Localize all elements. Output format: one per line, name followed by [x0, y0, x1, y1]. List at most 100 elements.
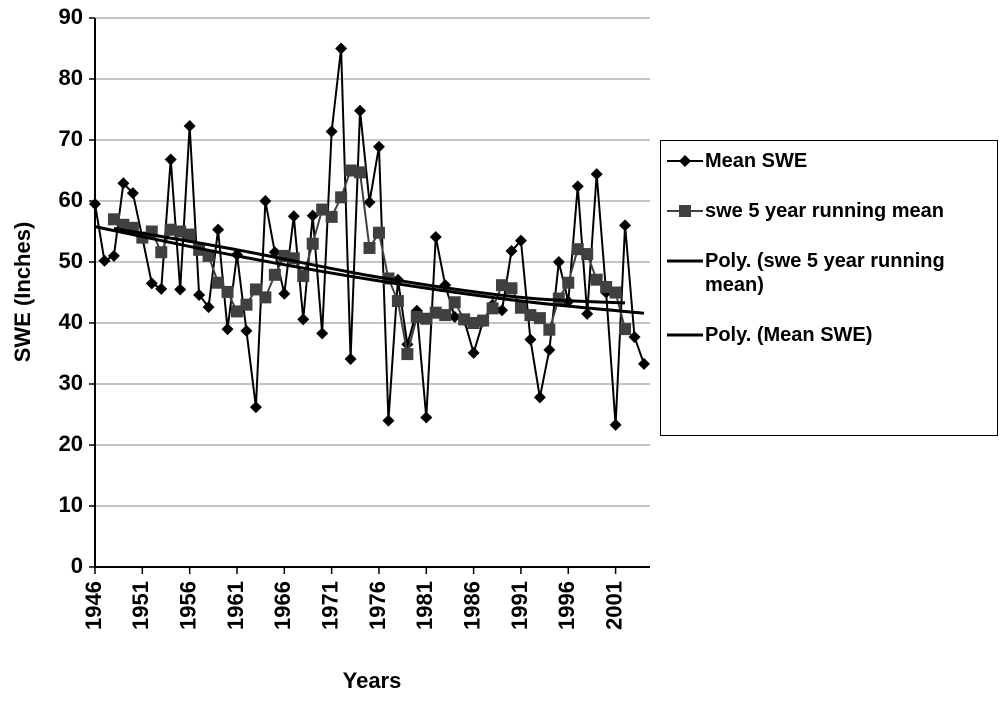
diamond-marker: [287, 210, 300, 223]
diamond-marker: [514, 234, 527, 247]
x-tick-label: 1946: [81, 581, 106, 630]
diamond-marker: [155, 282, 168, 295]
square-marker: [268, 268, 281, 281]
diamond-marker: [278, 287, 291, 300]
square-marker: [562, 276, 575, 289]
diamond-marker: [552, 256, 565, 268]
x-tick-label: 1986: [459, 581, 484, 630]
diamond-marker: [496, 304, 509, 317]
legend-label: Poly. (swe 5 year running mean): [705, 250, 945, 296]
legend-swatch: [667, 205, 703, 217]
x-tick-label: 1961: [223, 581, 248, 630]
legend-marker: [679, 205, 691, 217]
diamond-marker: [382, 414, 395, 427]
diamond-marker: [259, 195, 272, 207]
square-marker: [126, 221, 139, 234]
legend-entry: Poly. (swe 5 year running mean): [665, 249, 997, 297]
diamond-marker: [505, 245, 518, 258]
square-marker: [325, 210, 338, 223]
diamond-marker: [628, 331, 641, 344]
y-tick-label: 60: [59, 187, 83, 212]
square-marker: [467, 317, 480, 329]
legend-swatch: [667, 259, 703, 263]
diamond-marker: [174, 283, 187, 296]
x-tick-label: 1976: [365, 581, 390, 630]
square-marker: [439, 309, 452, 322]
legend-entry: Mean SWE: [665, 149, 997, 173]
diamond-marker: [249, 401, 262, 414]
x-tick-label: 2001: [601, 581, 626, 630]
diamond-marker: [571, 180, 584, 193]
diamond-marker: [524, 333, 537, 346]
square-marker: [590, 273, 603, 286]
square-marker: [619, 323, 632, 336]
x-tick-label: 1996: [554, 581, 579, 630]
square-marker: [363, 241, 376, 254]
y-tick-label: 0: [71, 553, 83, 578]
square-marker: [458, 313, 471, 326]
x-axis-label: Years: [343, 668, 402, 693]
diamond-marker: [581, 307, 594, 320]
square-marker: [316, 203, 329, 216]
square-marker: [524, 309, 537, 322]
legend-label: Mean SWE: [705, 150, 808, 172]
square-marker: [107, 213, 120, 226]
diamond-marker: [590, 168, 603, 181]
y-tick-label: 20: [59, 431, 83, 456]
chart: SWE (Inches) Years 0 10 20 30 40 50 60 70 80 90 19…: [10, 4, 650, 693]
diamond-marker: [202, 301, 215, 314]
diamond-marker: [638, 357, 650, 370]
square-marker: [543, 323, 556, 336]
square-marker: [477, 314, 490, 327]
square-marker: [174, 225, 187, 238]
square-marker: [354, 166, 367, 179]
legend: Mean SWE swe 5 year running mean Poly. (sw…: [660, 140, 998, 436]
diamond-marker: [193, 288, 206, 301]
square-marker: [448, 296, 461, 309]
trend-line: [94, 225, 645, 315]
diamond-marker: [354, 104, 367, 117]
diamond-marker: [306, 209, 319, 222]
y-tick-label: 70: [59, 126, 83, 151]
diamond-marker: [117, 177, 130, 190]
diamond-marker: [344, 352, 357, 365]
x-tick-label: 1966: [270, 581, 295, 630]
square-marker: [410, 310, 423, 323]
diamond-marker: [363, 196, 376, 209]
y-tick-label: 10: [59, 492, 83, 517]
square-marker: [571, 243, 584, 256]
legend-entry: swe 5 year running mean: [665, 199, 997, 223]
diamond-marker: [335, 42, 348, 55]
square-marker: [401, 348, 414, 361]
legend-swatch: [667, 155, 703, 167]
square-marker: [505, 282, 518, 295]
square-marker: [164, 223, 177, 236]
square-marker: [249, 283, 262, 296]
y-tick-label: 80: [59, 65, 83, 90]
diamond-marker: [98, 254, 111, 267]
square-marker: [221, 285, 234, 298]
trend-line: [113, 226, 626, 305]
diamond-marker: [240, 324, 253, 337]
square-marker: [212, 276, 225, 289]
diamond-marker: [221, 323, 234, 336]
square-marker: [335, 191, 348, 204]
diamond-marker: [543, 343, 556, 356]
diamond-marker: [89, 198, 101, 211]
diamond-marker: [145, 277, 158, 290]
square-marker: [600, 281, 613, 294]
diamond-marker: [420, 411, 433, 424]
square-marker: [155, 246, 168, 259]
diamond-marker: [107, 249, 120, 262]
square-marker: [391, 295, 404, 308]
square-marker: [372, 226, 385, 239]
x-tick-label: 1991: [507, 581, 532, 630]
square-marker: [533, 312, 546, 325]
square-marker: [297, 270, 310, 283]
square-marker: [429, 306, 442, 319]
diamond-marker: [609, 418, 622, 431]
square-marker: [240, 298, 253, 311]
diamond-marker: [372, 140, 385, 153]
y-tick-label: 90: [59, 4, 83, 29]
